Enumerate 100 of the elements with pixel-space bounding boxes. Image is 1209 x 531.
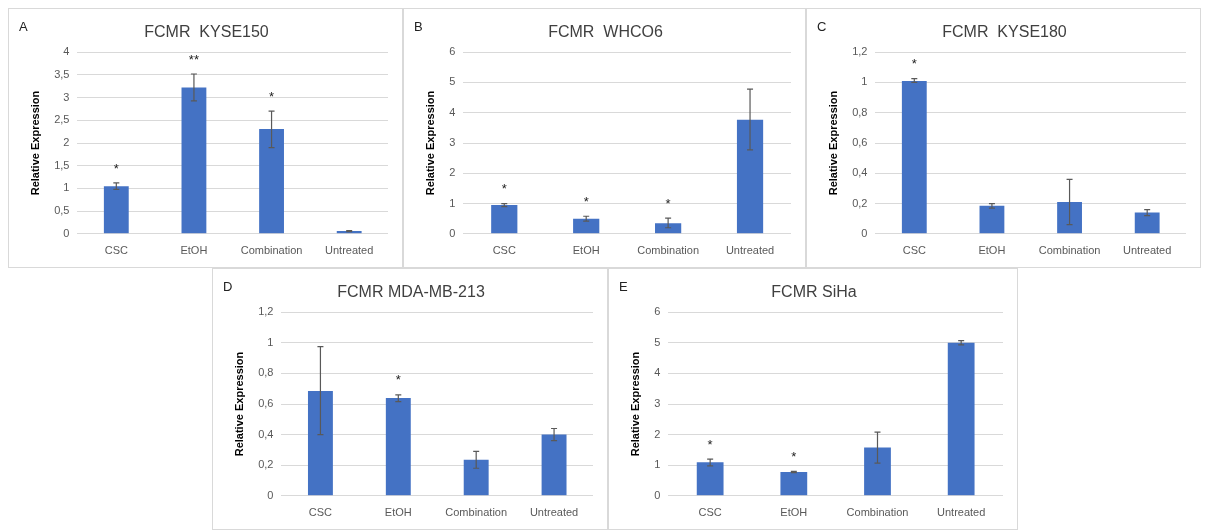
text: D (223, 279, 233, 294)
annotation: * (707, 436, 713, 452)
y-tick-label: 6 (449, 45, 456, 58)
y-tick-label: 3 (654, 397, 661, 410)
bar (463, 459, 489, 496)
y-tick-label: 0,6 (258, 397, 274, 410)
y-tick-label: 0,4 (258, 427, 274, 440)
y-tick-label: 1 (449, 196, 456, 209)
annotation: ** (188, 51, 199, 67)
x-tick-label: CSC (698, 506, 722, 519)
x-tick-label: Combination (445, 506, 508, 519)
bar (307, 391, 333, 496)
x-tick-label: EtOH (384, 506, 412, 519)
y-tick-label: 4 (63, 45, 70, 58)
annotation: * (665, 195, 671, 211)
x-tick-label: EtOH (572, 244, 600, 257)
y-tick-label: 2 (654, 427, 661, 440)
y-tick-label: 0 (449, 226, 456, 239)
y-tick-label: 1,2 (852, 45, 868, 58)
y-axis-title: Relative Expression (826, 90, 839, 196)
text: E (619, 279, 628, 294)
annotation: * (269, 88, 275, 104)
y-tick-label: 3 (63, 90, 70, 103)
bar (259, 128, 284, 234)
y-tick-label: 3 (449, 136, 456, 149)
bar (385, 397, 411, 496)
x-tick-label: CSC (492, 244, 516, 257)
x-tick-label: Combination (846, 506, 909, 519)
bar (181, 87, 207, 234)
bar (947, 342, 975, 496)
annotation: * (791, 448, 797, 464)
bar (979, 205, 1005, 234)
y-tick-label: 1,2 (258, 305, 274, 318)
chart-title: FCMR SiHa (771, 283, 857, 301)
text: A (19, 19, 28, 34)
y-tick-label: 4 (449, 105, 456, 118)
x-tick-label: Combination (240, 244, 303, 257)
bar (541, 434, 567, 496)
x-tick-label: Untreated (937, 506, 986, 519)
bar (780, 471, 808, 496)
bar (1134, 212, 1160, 234)
y-tick-label: 6 (654, 305, 661, 318)
chart-title: FCMR WHCO6 (548, 23, 663, 41)
y-tick-label: 1 (63, 181, 70, 194)
annotation: * (395, 372, 401, 388)
y-tick-label: 0 (63, 226, 70, 239)
y-tick-label: 5 (449, 75, 456, 88)
x-tick-label: Combination (1038, 244, 1101, 257)
y-tick-label: 0,2 (852, 196, 868, 209)
y-tick-label: 1,5 (54, 158, 70, 171)
x-tick-label: CSC (308, 506, 333, 519)
y-tick-label: 0 (267, 488, 274, 501)
bar (103, 186, 129, 234)
annotation: * (501, 181, 507, 197)
x-tick-label: Untreated (529, 506, 579, 519)
y-tick-label: 5 (654, 335, 661, 348)
y-axis-title: Relative Expression (423, 90, 436, 196)
y-tick-label: 4 (654, 366, 661, 379)
y-tick-label: 1 (861, 75, 868, 88)
annotation: * (911, 56, 917, 72)
x-tick-label: CSC (902, 244, 926, 257)
chart-title: FCMR KYSE180 (942, 23, 1067, 41)
y-tick-label: 0,5 (54, 204, 70, 217)
bar (901, 80, 927, 234)
annotation: * (583, 193, 589, 209)
x-tick-label: EtOH (780, 506, 808, 519)
y-tick-label: 0,8 (852, 105, 868, 118)
y-tick-label: 1 (654, 458, 661, 471)
bar (864, 447, 891, 496)
y-tick-label: 0,6 (852, 136, 868, 149)
y-axis-title: Relative Expression (628, 351, 641, 457)
x-tick-label: EtOH (180, 244, 208, 257)
bar (491, 205, 518, 234)
y-tick-label: 0 (861, 226, 868, 239)
text: B (414, 19, 423, 34)
x-tick-label: Combination (637, 244, 699, 257)
text: C (817, 19, 827, 34)
y-axis-title: Relative Expression (232, 351, 245, 457)
y-tick-label: 0,2 (258, 458, 274, 471)
chart-title: FCMR MDA-MB-213 (337, 283, 485, 301)
y-tick-label: 0,4 (852, 166, 868, 179)
x-tick-label: Untreated (1123, 244, 1172, 257)
x-tick-label: CSC (104, 244, 128, 257)
y-tick-label: 2,5 (54, 113, 70, 126)
y-tick-label: 1 (267, 335, 274, 348)
bar (573, 218, 600, 234)
y-tick-label: 0 (654, 488, 661, 501)
x-tick-label: Untreated (725, 244, 775, 257)
x-tick-label: EtOH (978, 244, 1006, 257)
bar (1057, 202, 1082, 234)
y-tick-label: 3,5 (54, 67, 70, 80)
chart-title: FCMR KYSE150 (144, 23, 269, 41)
y-axis-title: Relative Expression (28, 90, 41, 196)
bar (655, 223, 682, 234)
x-tick-label: Untreated (325, 244, 374, 257)
bar (696, 462, 724, 496)
y-tick-label: 2 (449, 166, 456, 179)
y-tick-label: 2 (63, 136, 70, 149)
annotation: * (113, 160, 119, 176)
bar (736, 119, 764, 234)
